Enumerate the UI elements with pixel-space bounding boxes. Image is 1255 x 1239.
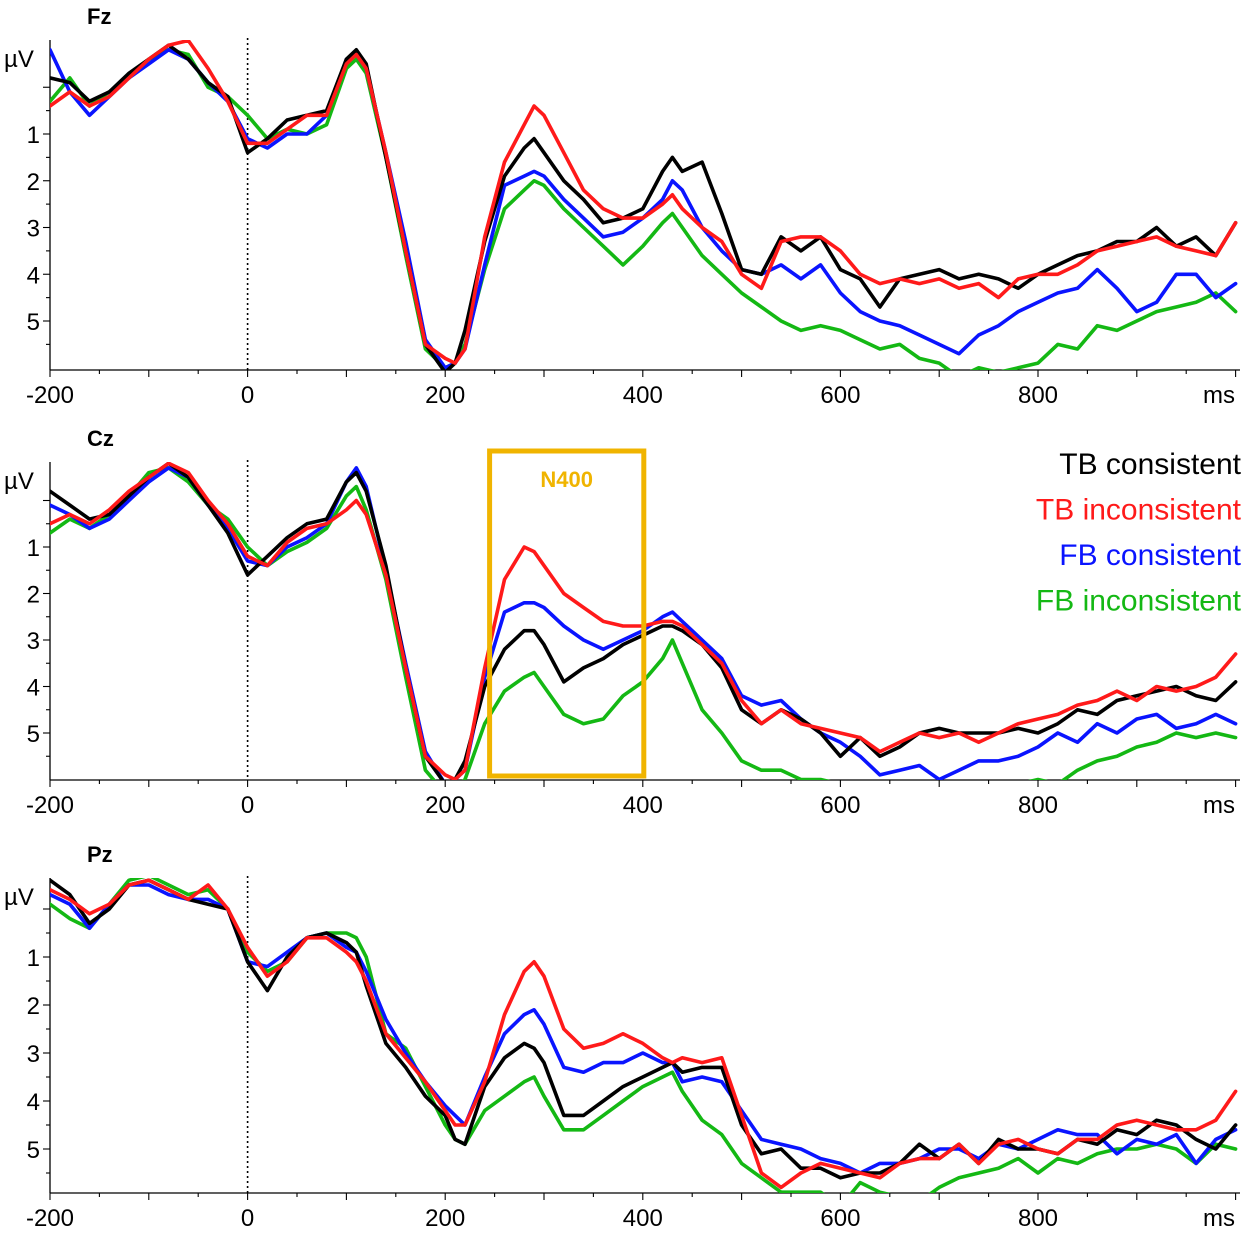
x-axis-unit-label: ms	[1203, 382, 1235, 409]
panel-fz: 1 2 3 4 5 µV -200 0 200 400 600 800 ms Fz	[4, 4, 1240, 409]
x-tick-label: -200	[26, 382, 74, 409]
n400-window-box	[487, 448, 647, 779]
x-tick-label: 200	[425, 792, 465, 819]
x-tick-label: 800	[1018, 1205, 1058, 1232]
series-line-tb-inconsistent	[50, 462, 1238, 780]
x-tick-label: 800	[1018, 382, 1058, 409]
panel-pz: 1 2 3 4 5 µV -200 0 200 400 600 800 ms Pz	[4, 842, 1240, 1232]
panel-title: Fz	[87, 4, 111, 29]
y-tick-label: 2	[27, 169, 40, 196]
x-tick-label: 0	[241, 1205, 254, 1232]
y-axis-unit-label: µV	[4, 46, 34, 73]
x-tick-label: 600	[820, 382, 860, 409]
panel-title: Cz	[87, 426, 114, 451]
y-tick-label: 4	[27, 1089, 40, 1116]
y-tick-label: 5	[27, 309, 40, 336]
series-line-tb-consistent	[50, 43, 1238, 370]
y-tick-label: 5	[27, 721, 40, 748]
x-tick-label: 0	[241, 382, 254, 409]
series-line-fb-inconsistent	[50, 466, 1238, 780]
x-tick-label: 200	[425, 382, 465, 409]
x-tick-label: 800	[1018, 792, 1058, 819]
x-axis-unit-label: ms	[1203, 1205, 1235, 1232]
y-tick-label: 5	[27, 1137, 40, 1164]
x-tick-label: 200	[425, 1205, 465, 1232]
x-tick-label: 600	[820, 792, 860, 819]
y-axis-unit-label: µV	[4, 468, 34, 495]
n400-label: N400	[540, 467, 593, 492]
legend-entry-tb-inconsistent: TB inconsistent	[1036, 494, 1242, 527]
series-line-tb-inconsistent	[50, 40, 1238, 365]
legend-entry-fb-consistent: FB consistent	[1059, 539, 1241, 572]
y-tick-label: 3	[27, 628, 40, 655]
series-line-fb-consistent	[50, 883, 1238, 1175]
x-tick-label: -200	[26, 1205, 74, 1232]
x-tick-label: 600	[820, 1205, 860, 1232]
y-tick-label: 2	[27, 993, 40, 1020]
series-line-tb-consistent	[50, 878, 1238, 1180]
y-tick-label: 3	[27, 1041, 40, 1068]
y-tick-label: 1	[27, 122, 40, 149]
y-tick-label: 1	[27, 535, 40, 562]
y-tick-label: 1	[27, 945, 40, 972]
x-tick-label: -200	[26, 792, 74, 819]
series-line-fb-inconsistent	[50, 48, 1238, 370]
y-tick-label: 2	[27, 582, 40, 609]
panel-cz: 1 2 3 4 5 µV -200 0 200 400 600 800 ms Cz N400 TB consi…	[4, 426, 1242, 819]
x-tick-label: 400	[623, 792, 663, 819]
legend-entry-tb-consistent: TB consistent	[1059, 448, 1241, 481]
x-tick-label: 400	[623, 1205, 663, 1232]
x-axis-unit-label: ms	[1203, 792, 1235, 819]
y-tick-label: 4	[27, 675, 40, 702]
y-tick-label: 3	[27, 216, 40, 243]
series-line-fb-inconsistent	[50, 878, 1238, 1193]
x-tick-label: 0	[241, 792, 254, 819]
legend-entry-fb-inconsistent: FB inconsistent	[1036, 585, 1242, 618]
series-line-tb-inconsistent	[50, 878, 1238, 1190]
x-tick-label: 400	[623, 382, 663, 409]
y-axis-unit-label: µV	[4, 884, 34, 911]
panel-title: Pz	[87, 842, 113, 867]
y-tick-label: 4	[27, 262, 40, 289]
